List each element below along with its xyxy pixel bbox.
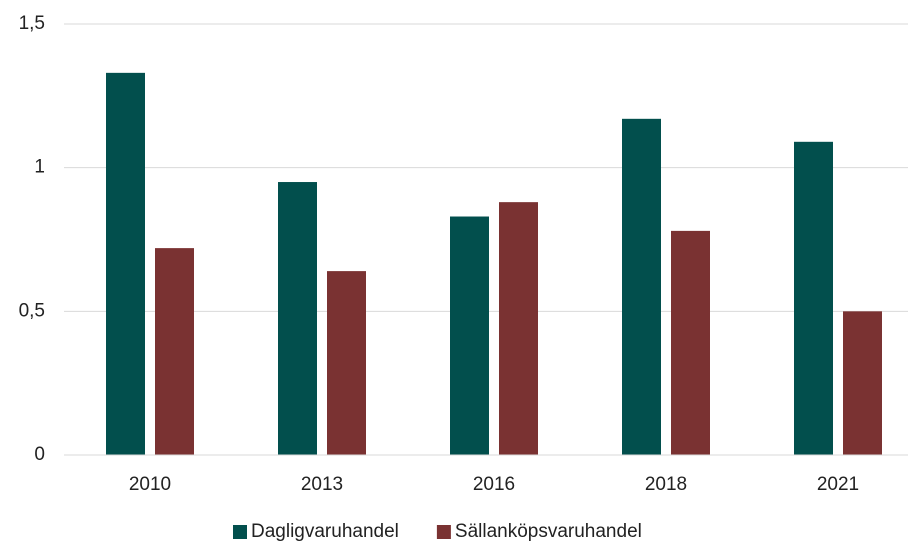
x-tick-label: 2018 <box>645 474 687 495</box>
y-tick-label: 1 <box>34 157 45 178</box>
y-tick-label: 0,5 <box>19 300 45 321</box>
bar <box>155 248 194 455</box>
bar <box>499 202 538 455</box>
x-tick-label: 2010 <box>129 474 171 495</box>
bar <box>794 141 833 455</box>
legend-swatch <box>436 525 451 539</box>
x-tick-label: 2021 <box>817 474 859 495</box>
bar <box>450 216 489 455</box>
bar <box>843 311 882 455</box>
legend-label: Dagligvaruhandel <box>251 521 399 542</box>
x-tick-label: 2013 <box>301 474 343 495</box>
legend-label: Sällanköpsvaruhandel <box>455 521 642 542</box>
legend-swatch <box>233 525 247 539</box>
bar <box>622 118 661 455</box>
x-tick-label: 2016 <box>473 474 515 495</box>
bar <box>278 182 317 456</box>
y-tick-label: 1,5 <box>19 13 45 34</box>
bar <box>327 271 366 455</box>
bar <box>106 72 145 455</box>
bar <box>671 230 710 455</box>
y-tick-label: 0 <box>34 444 45 465</box>
